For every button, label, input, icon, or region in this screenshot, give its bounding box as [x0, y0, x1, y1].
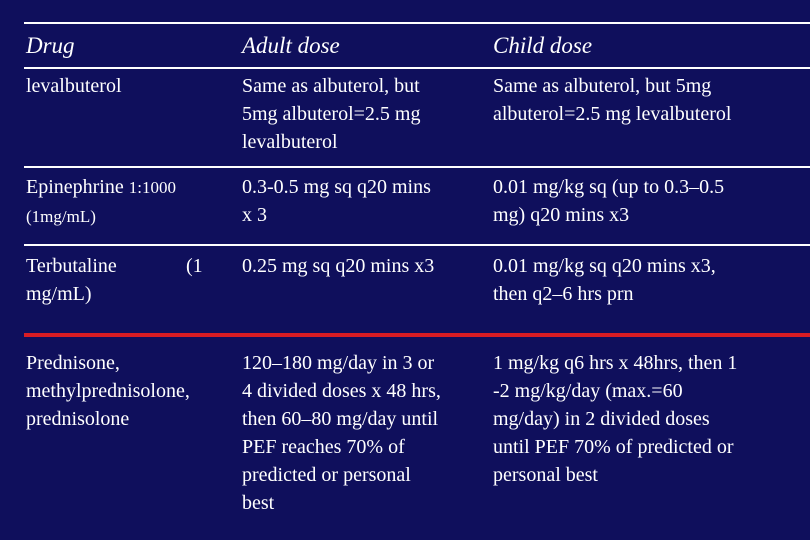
drug-concentration-unit: mg/mL) [26, 283, 92, 305]
drug-cell: Epinephrine 1:1000 [26, 173, 176, 202]
header-adult-dose: Adult dose [242, 33, 340, 58]
table-top-rule [24, 22, 810, 24]
drug-ratio: 1:1000 [128, 178, 176, 197]
header-child-dose: Child dose [493, 33, 593, 58]
drug-name: Terbutaline [26, 255, 117, 277]
drug-concentration: (1mg/mL) [26, 207, 96, 226]
child-dose-cell: Same as albuterol, but 5mg albuterol=2.5… [493, 75, 732, 125]
red-divider-rule [24, 333, 810, 337]
header-bottom-rule [24, 67, 810, 69]
child-dose-cell: 0.01 mg/kg sq q20 mins x3, then q2–6 hrs… [493, 255, 716, 305]
drug-name: Epinephrine [26, 176, 124, 198]
adult-dose-cell: Same as albuterol, but 5mg albuterol=2.5… [242, 75, 421, 153]
drug-cell: levalbuterol [26, 75, 122, 97]
child-dose-cell: 0.01 mg/kg sq (up to 0.3–0.5 mg) q20 min… [493, 176, 725, 226]
header-drug: Drug [26, 33, 75, 58]
drug-concentration-open: (1 [186, 255, 203, 277]
row-divider [24, 166, 810, 168]
adult-dose-cell: 0.3-0.5 mg sq q20 mins x 3 [242, 176, 431, 226]
child-dose-cell: 1 mg/kg q6 hrs x 48hrs, then 1 -2 mg/kg/… [493, 352, 738, 486]
adult-dose-cell: 120–180 mg/day in 3 or 4 divided doses x… [242, 352, 441, 514]
adult-dose-cell: 0.25 mg sq q20 mins x3 [242, 255, 435, 277]
row-divider [24, 244, 810, 246]
drug-cell: Prednisone, methylprednisolone, predniso… [26, 352, 190, 430]
